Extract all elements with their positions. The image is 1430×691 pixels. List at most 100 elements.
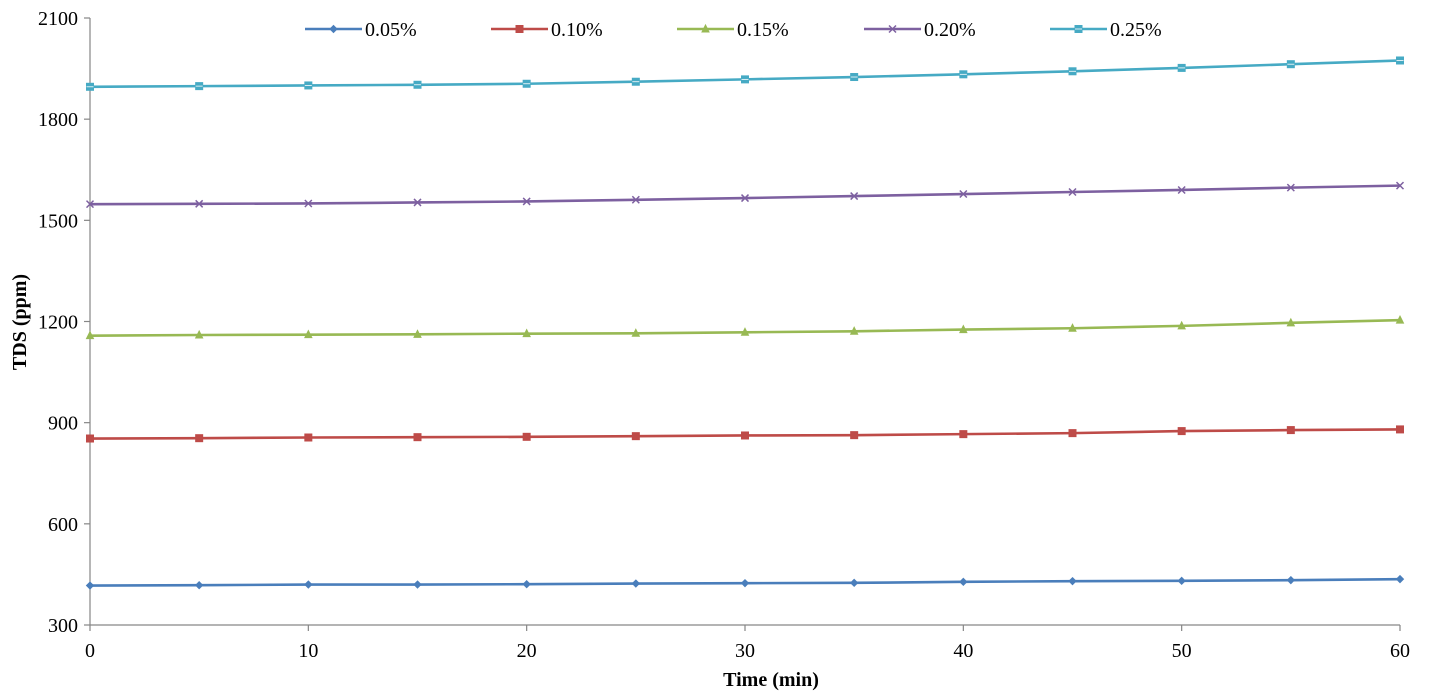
- data-point: [522, 579, 531, 589]
- data-point: [1395, 574, 1405, 584]
- data-point: [631, 432, 640, 441]
- data-point: [194, 581, 204, 590]
- data-point: [194, 329, 204, 339]
- data-point: [1286, 183, 1295, 192]
- legend-item: 0.05%: [305, 19, 417, 41]
- data-point: [1286, 317, 1296, 327]
- legend-label: 0.20%: [924, 19, 976, 41]
- data-point: [959, 577, 968, 587]
- data-point: [740, 327, 750, 336]
- x-tick-label: 20: [517, 640, 537, 662]
- data-point: [1177, 427, 1186, 436]
- y-tick-label: 2100: [38, 8, 78, 30]
- data-point: [522, 328, 531, 338]
- data-point: [850, 73, 859, 82]
- data-point: [304, 81, 313, 90]
- series-0.20%: [85, 181, 1405, 209]
- data-point: [522, 197, 531, 206]
- legend-item: 0.15%: [677, 19, 789, 41]
- series-0.10%: [86, 425, 1404, 443]
- data-point: [304, 580, 313, 589]
- y-tick-label: 1200: [38, 312, 78, 334]
- y-tick-label: 1500: [38, 210, 78, 232]
- legend-marker: [888, 24, 897, 34]
- data-point: [1177, 185, 1186, 195]
- legend-label: 0.15%: [737, 19, 789, 41]
- data-point: [631, 328, 641, 337]
- data-point: [1286, 60, 1295, 69]
- x-tick-label: 0: [85, 640, 95, 662]
- data-point: [413, 329, 422, 338]
- data-point: [1177, 63, 1186, 72]
- legend-marker: [329, 24, 338, 34]
- legend-marker: [701, 23, 710, 33]
- x-tick-label: 10: [298, 640, 318, 662]
- data-point: [413, 433, 422, 442]
- data-point: [740, 194, 750, 203]
- data-point: [1286, 426, 1295, 435]
- data-point: [849, 578, 859, 588]
- data-point: [1068, 323, 1077, 332]
- data-point: [741, 431, 749, 440]
- legend-label: 0.10%: [551, 19, 603, 41]
- y-tick-label: 900: [48, 413, 78, 435]
- data-point: [1286, 575, 1296, 585]
- y-tick-label: 300: [48, 615, 78, 637]
- y-tick-label: 600: [48, 514, 78, 536]
- series-0.05%: [85, 574, 1405, 590]
- series-layer: [85, 56, 1405, 590]
- x-tick-label: 50: [1172, 640, 1192, 662]
- legend-label: 0.25%: [1110, 19, 1162, 41]
- data-point: [959, 324, 968, 334]
- data-point: [304, 329, 313, 339]
- data-point: [959, 189, 968, 199]
- x-tick-label: 30: [735, 640, 755, 662]
- x-tick-label: 40: [953, 640, 973, 662]
- data-point: [86, 434, 94, 443]
- legend-item: 0.10%: [491, 19, 603, 41]
- data-point: [741, 75, 749, 84]
- data-point: [1395, 315, 1405, 324]
- data-point: [86, 82, 94, 91]
- series-0.15%: [85, 315, 1405, 340]
- legend-marker: [515, 25, 524, 33]
- legend-item: 0.25%: [1050, 19, 1162, 41]
- y-tick-label: 1800: [38, 109, 78, 131]
- data-point: [959, 70, 968, 79]
- data-point: [631, 579, 641, 588]
- data-point: [1395, 181, 1405, 190]
- series-0.25%: [86, 56, 1404, 91]
- data-point: [1068, 576, 1077, 586]
- legend-marker: [1074, 25, 1083, 33]
- legend-label: 0.05%: [365, 19, 417, 41]
- data-point: [631, 77, 640, 86]
- data-point: [1177, 576, 1186, 586]
- data-point: [740, 578, 750, 588]
- data-point: [522, 79, 531, 88]
- legend: 0.05% 0.10% 0.15% 0.20% 0.25%: [305, 19, 1162, 41]
- data-point: [522, 432, 531, 441]
- data-point: [195, 82, 204, 91]
- data-point: [1068, 67, 1077, 76]
- y-axis-title: TDS (ppm): [9, 274, 31, 370]
- data-point: [413, 580, 422, 589]
- data-point: [85, 200, 95, 209]
- data-point: [85, 330, 95, 340]
- axes: 300 600 900 1200 1500 1800 2100 0 10 20 30 40 50 60: [38, 8, 1410, 662]
- x-tick-label: 60: [1390, 640, 1410, 662]
- data-point: [85, 581, 95, 590]
- legend-item: 0.20%: [864, 19, 976, 41]
- data-point: [304, 199, 313, 208]
- data-point: [304, 433, 313, 442]
- data-point: [1396, 56, 1404, 65]
- data-point: [195, 434, 204, 443]
- data-point: [413, 198, 422, 207]
- data-point: [195, 199, 204, 208]
- data-point: [849, 326, 859, 335]
- data-point: [850, 431, 859, 440]
- series-line: [89, 184, 1401, 206]
- data-point: [1177, 320, 1186, 330]
- data-point: [631, 195, 640, 204]
